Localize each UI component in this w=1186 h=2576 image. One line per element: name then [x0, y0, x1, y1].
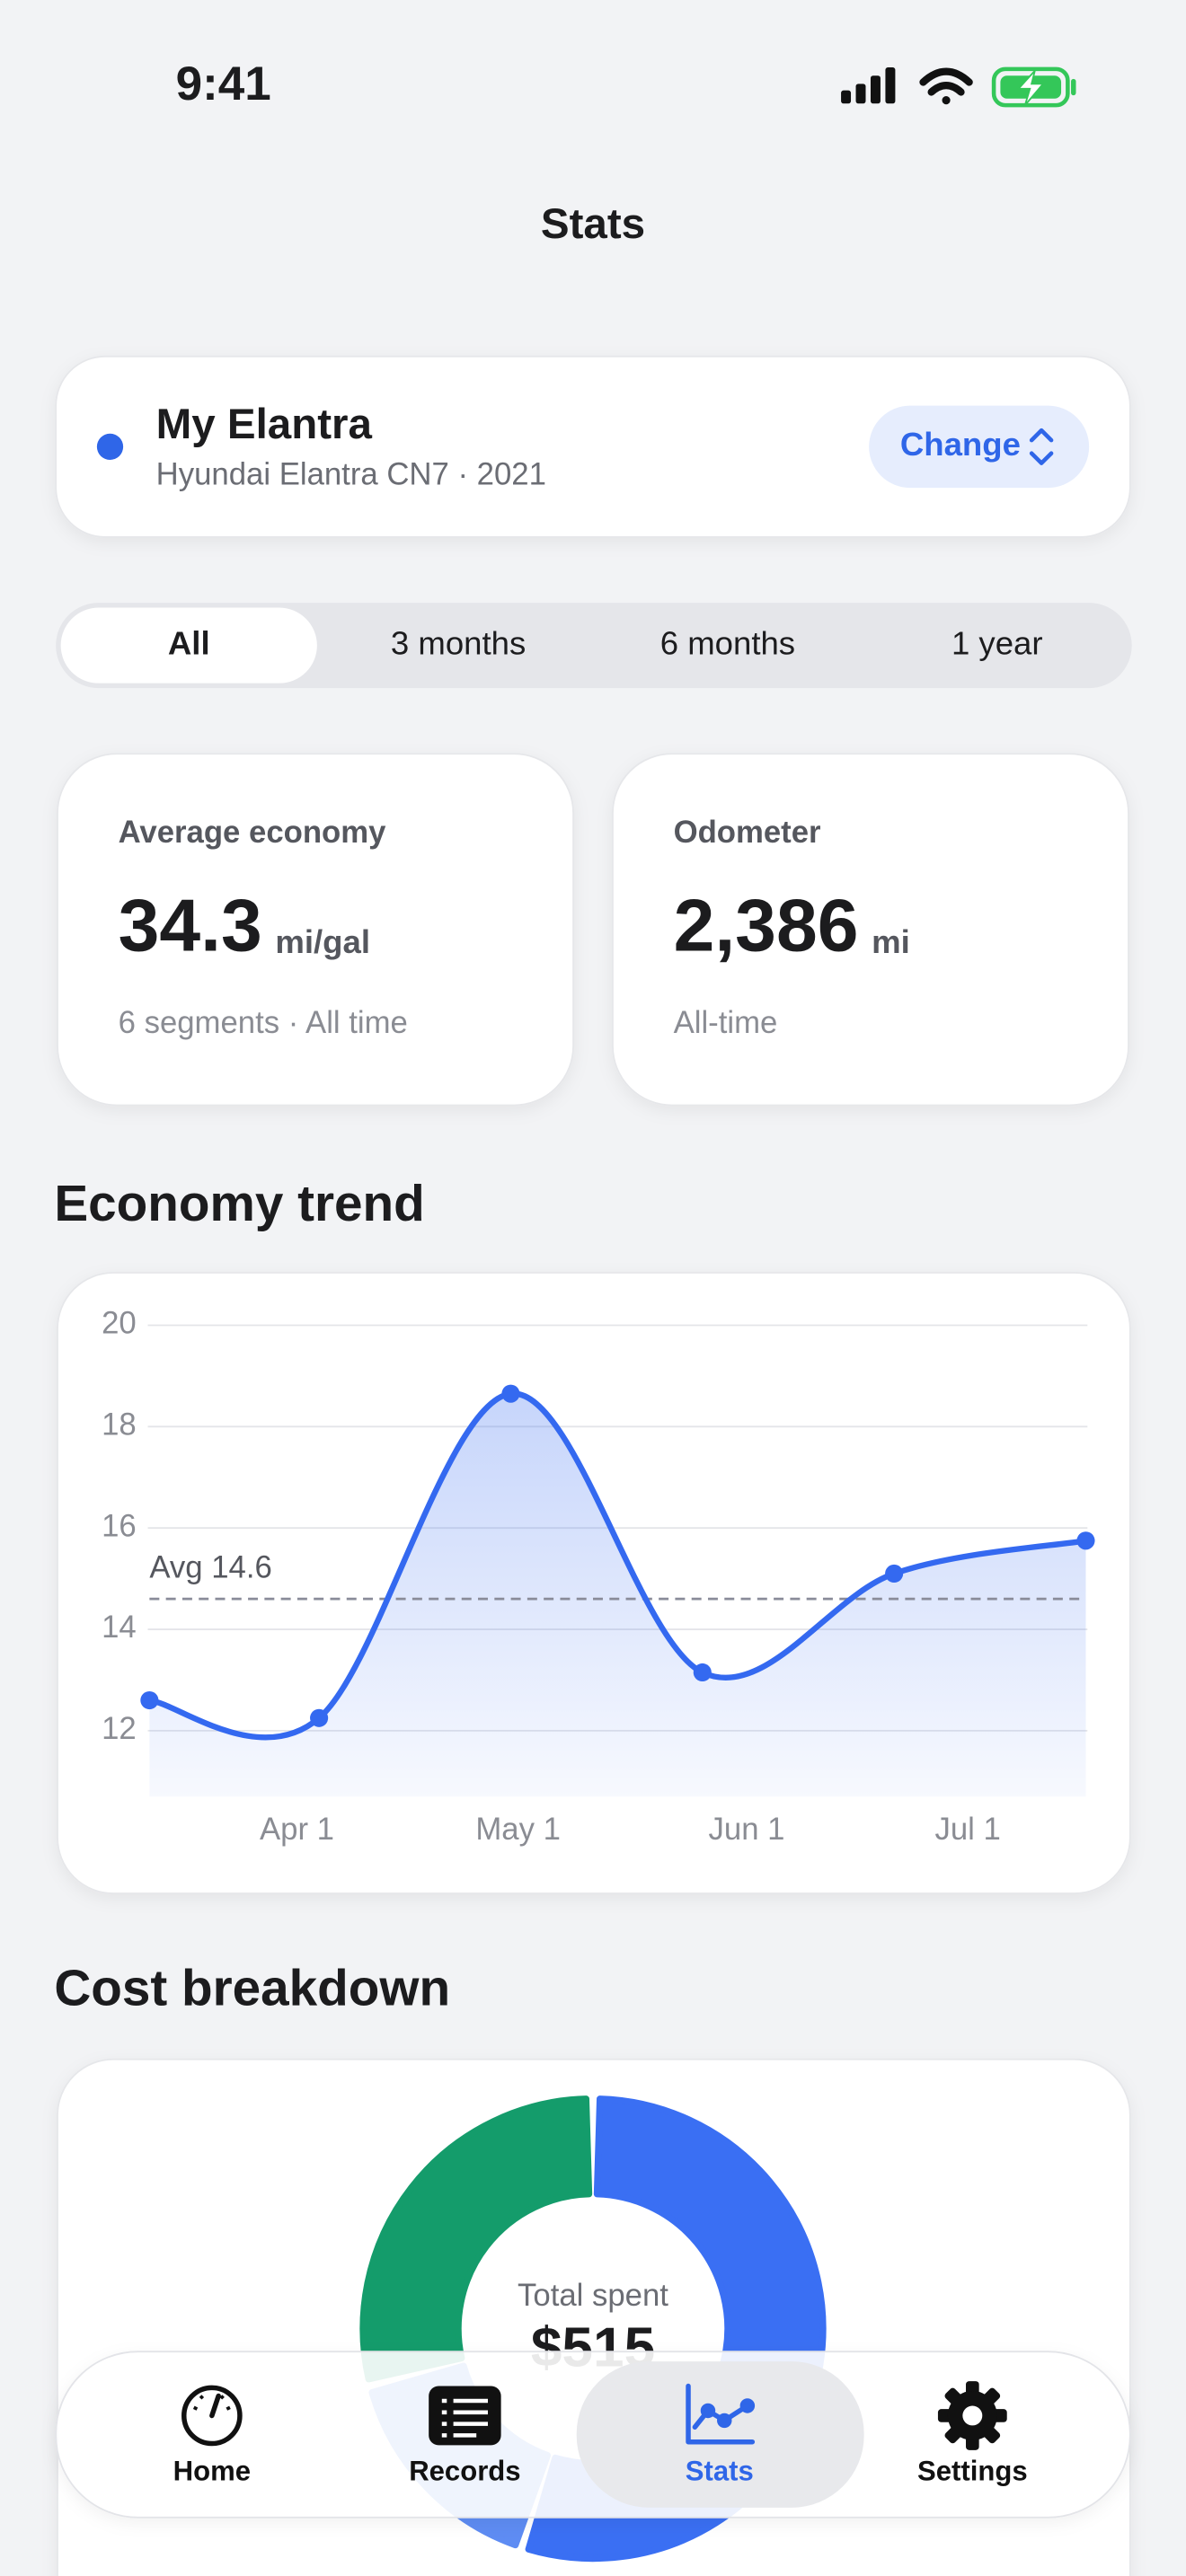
period-control	[56, 603, 1132, 689]
y-tick-label: 14	[102, 1610, 137, 1645]
signal-icon	[841, 67, 896, 104]
trend-point	[501, 1384, 520, 1403]
trend-point	[693, 1663, 712, 1682]
chevron-icon	[1029, 428, 1054, 465]
y-tick-label: 18	[102, 1408, 137, 1442]
vehicle-details: Hyundai Elantra CN7 · 2021	[156, 457, 546, 491]
period-option[interactable]: 1 year	[951, 624, 1043, 661]
change-label[interactable]: Change	[900, 426, 1021, 463]
stat-value: 34.3	[119, 885, 262, 966]
trend-point	[310, 1708, 329, 1727]
x-tick-label: Apr 1	[260, 1813, 334, 1847]
trend-point	[1076, 1531, 1095, 1550]
tab-label[interactable]: Records	[409, 2456, 520, 2487]
period-option[interactable]: All	[168, 624, 210, 661]
stat-value: 2,386	[674, 885, 859, 966]
stat-card	[612, 753, 1129, 1107]
period-selected[interactable]	[60, 607, 317, 684]
stats-icon	[686, 2383, 756, 2445]
section-title: Economy trend	[54, 1176, 424, 1232]
status-time: 9:41	[176, 57, 271, 110]
period-option[interactable]: 6 months	[660, 624, 795, 661]
donut-center-label: Total spent	[518, 2279, 668, 2313]
stat-unit: mi/gal	[275, 923, 370, 960]
x-tick-label: Jul 1	[935, 1813, 1001, 1847]
y-tick-label: 16	[102, 1509, 137, 1543]
trend-point	[885, 1564, 904, 1584]
stat-note: 6 segments · All time	[119, 1006, 408, 1040]
y-tick-label: 12	[102, 1712, 137, 1746]
stat-label: Average economy	[119, 816, 386, 850]
stat-note: All-time	[674, 1006, 778, 1040]
change-button[interactable]	[869, 405, 1090, 489]
trend-area	[149, 1393, 1086, 1797]
settings-icon	[937, 2381, 1007, 2450]
donut-segment	[359, 2095, 593, 2383]
trend-point	[140, 1690, 159, 1710]
x-tick-label: May 1	[475, 1813, 561, 1847]
vehicle-card	[55, 355, 1131, 538]
wifi-icon	[919, 67, 973, 105]
stat-unit: mi	[872, 923, 910, 960]
stat-label: Odometer	[674, 816, 821, 850]
section-title: Cost breakdown	[54, 1961, 450, 2017]
average-label: Avg 14.6	[149, 1550, 271, 1584]
records-icon	[429, 2386, 501, 2446]
period-option[interactable]: 3 months	[391, 624, 526, 661]
vehicle-name: My Elantra	[156, 401, 373, 448]
vehicle-dot	[96, 433, 124, 461]
tab-label[interactable]: Settings	[917, 2456, 1028, 2487]
home-icon	[181, 2385, 243, 2447]
stat-card	[57, 753, 574, 1107]
battery-icon	[991, 66, 1076, 108]
page-title: Stats	[541, 200, 645, 248]
tab-selected[interactable]	[576, 2361, 864, 2508]
x-tick-label: Jun 1	[709, 1813, 785, 1847]
tab-label[interactable]: Stats	[686, 2456, 754, 2487]
y-tick-label: 20	[102, 1307, 137, 1341]
tab-label[interactable]: Home	[173, 2456, 251, 2487]
